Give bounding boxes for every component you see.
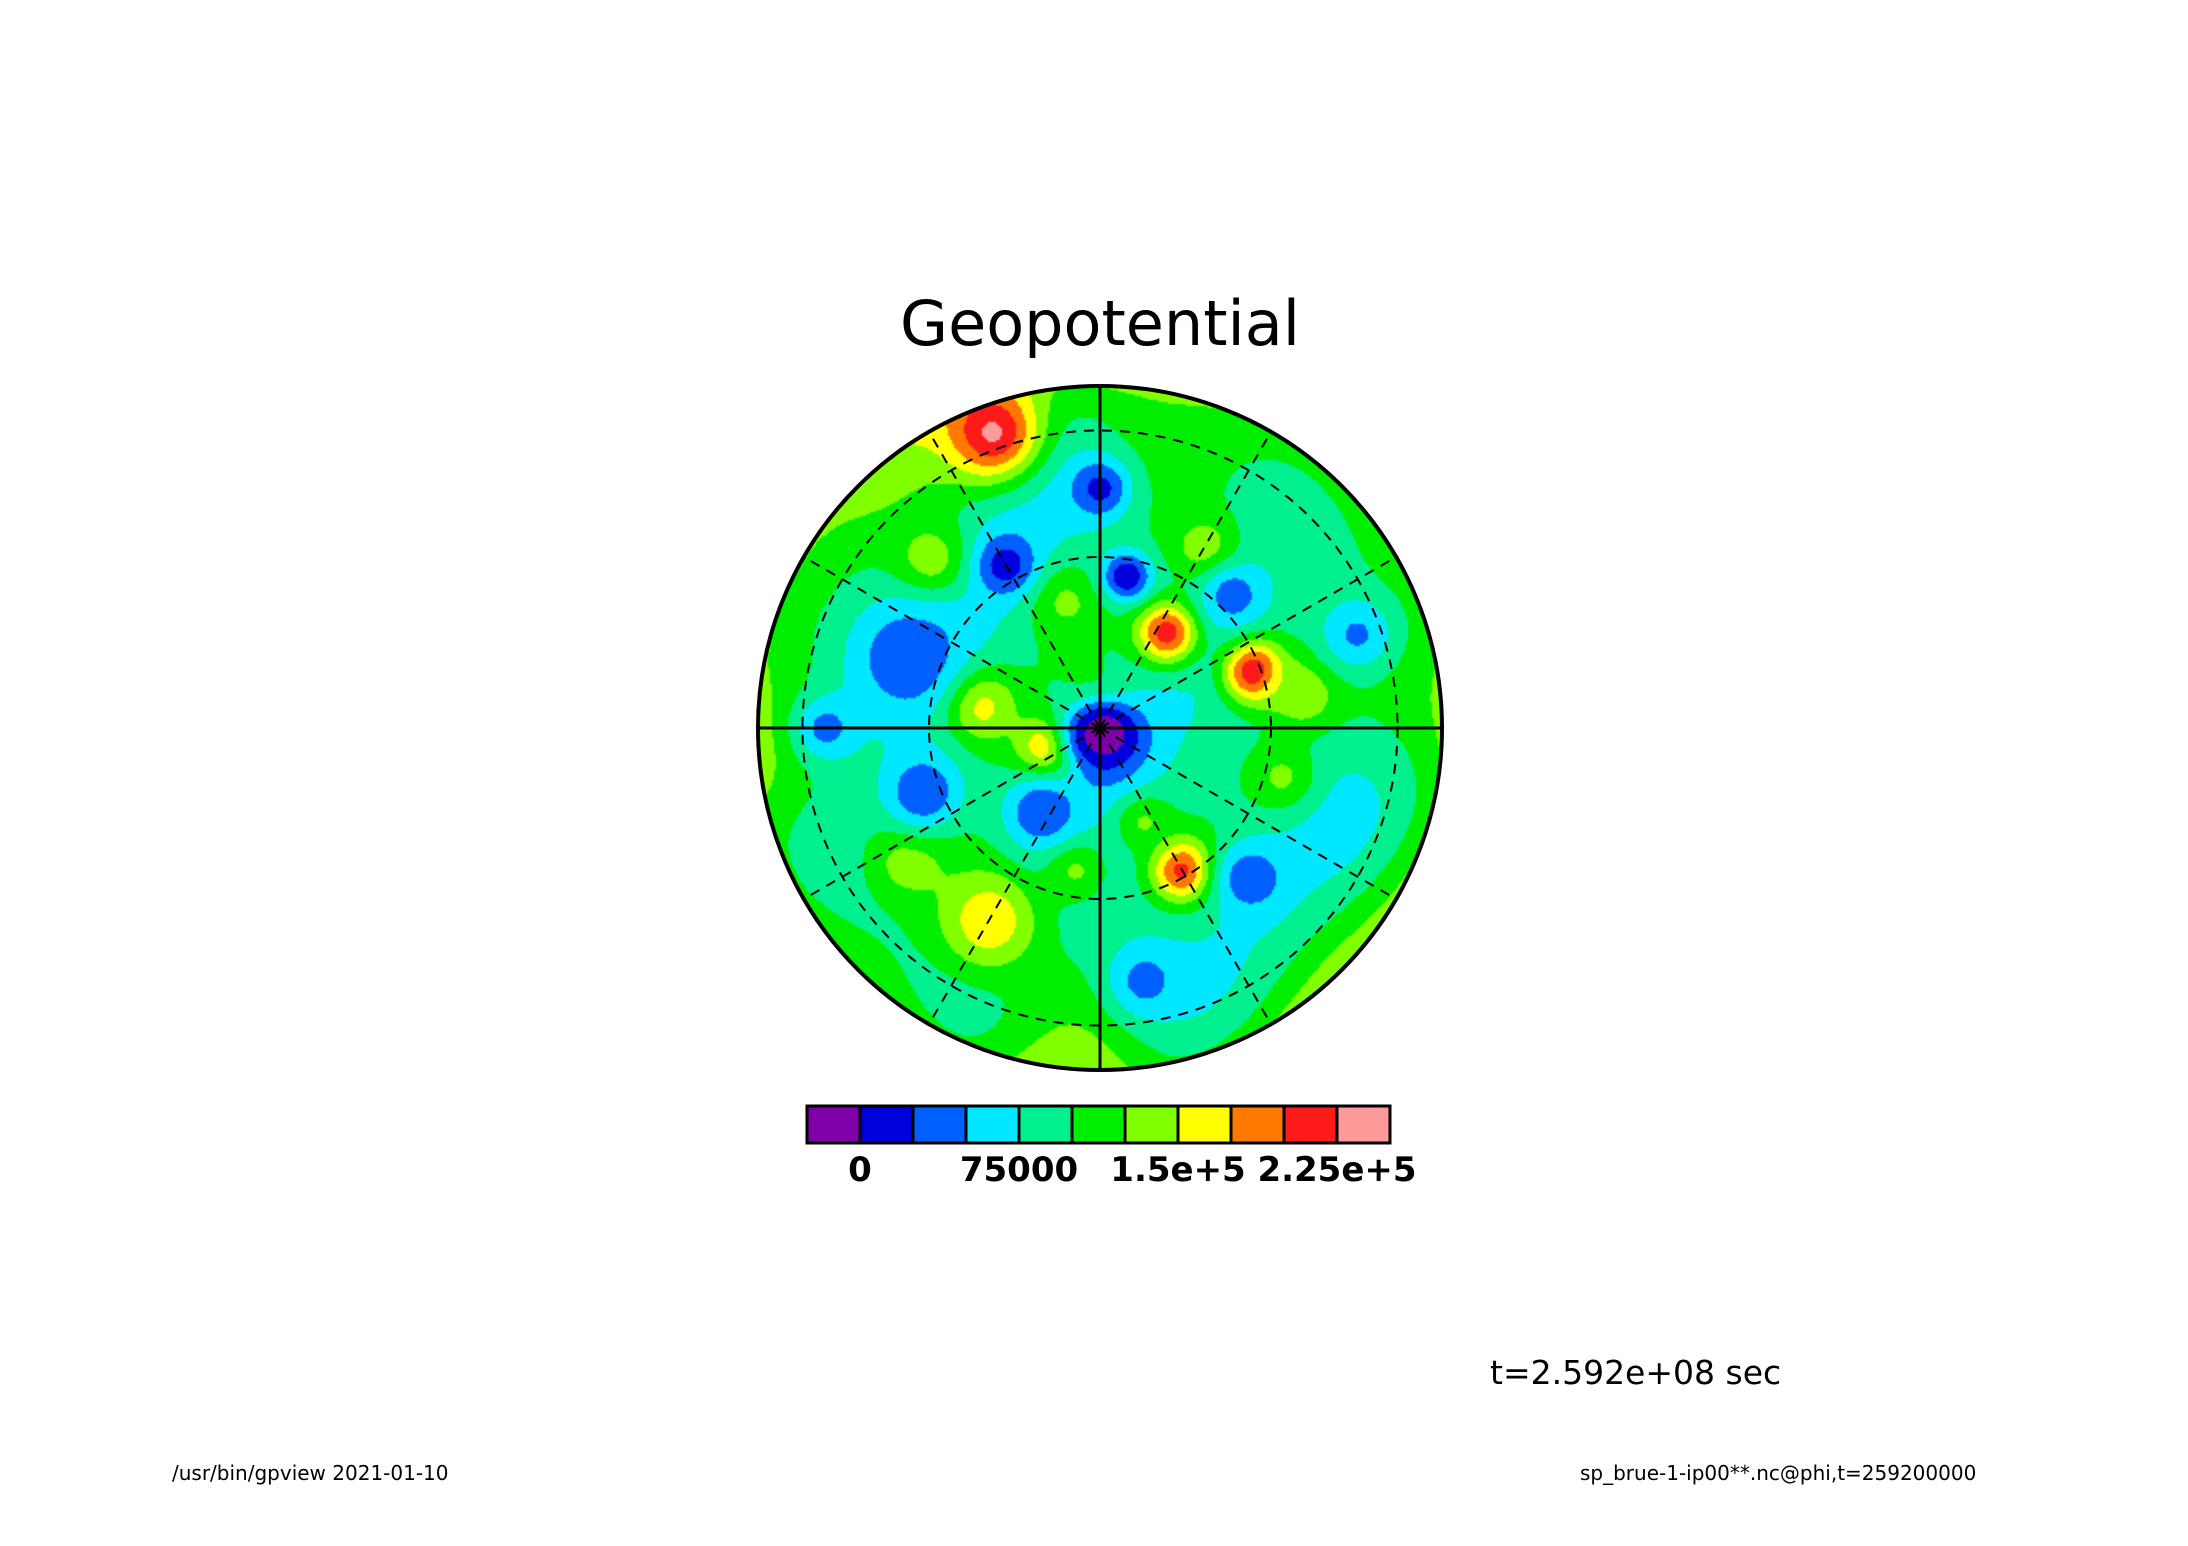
colorbar-swatch-2 xyxy=(911,1104,968,1145)
colorbar-tick-label-2: 1.5e+5 xyxy=(1110,1150,1245,1190)
meridian-30 xyxy=(1099,556,1397,729)
colorbar-swatch-3 xyxy=(964,1104,1021,1145)
colorbar-swatch-1 xyxy=(858,1104,915,1145)
map-boundary xyxy=(756,384,1444,1072)
meridian-60 xyxy=(1099,431,1272,729)
map-grid xyxy=(758,386,1442,1070)
colorbar-swatch-0 xyxy=(805,1104,862,1145)
colorbar-tick-label-0: 0 xyxy=(848,1150,872,1190)
footer-right: sp_brue-1-ip00**.nc@phi,t=259200000 xyxy=(1580,1461,1976,1485)
colorbar-swatch-10 xyxy=(1335,1104,1392,1145)
time-label: t=2.592e+08 sec xyxy=(1490,1353,1781,1392)
colorbar-swatch-8 xyxy=(1229,1104,1286,1145)
colorbar: 0 75000 1.5e+5 2.25e+5 xyxy=(805,1104,1417,1190)
meridian-210 xyxy=(803,727,1101,900)
meridian-300 xyxy=(1099,727,1272,1025)
footer-left: /usr/bin/gpview 2021-01-10 xyxy=(172,1461,449,1485)
colorbar-swatch-6 xyxy=(1123,1104,1180,1145)
chart-title: Geopotential xyxy=(900,287,1300,360)
colorbar-tick-label-1: 75000 xyxy=(960,1150,1078,1190)
meridian-120 xyxy=(928,431,1101,729)
meridian-330 xyxy=(1099,727,1397,900)
meridian-240 xyxy=(928,727,1101,1025)
colorbar-swatch-7 xyxy=(1176,1104,1233,1145)
colorbar-swatch-9 xyxy=(1282,1104,1339,1145)
colorbar-swatch-5 xyxy=(1070,1104,1127,1145)
colorbar-tick-label-3: 2.25e+5 xyxy=(1257,1150,1416,1190)
polar-plot xyxy=(756,384,1444,1072)
colorbar-swatch-4 xyxy=(1017,1104,1074,1145)
meridian-150 xyxy=(803,556,1101,729)
